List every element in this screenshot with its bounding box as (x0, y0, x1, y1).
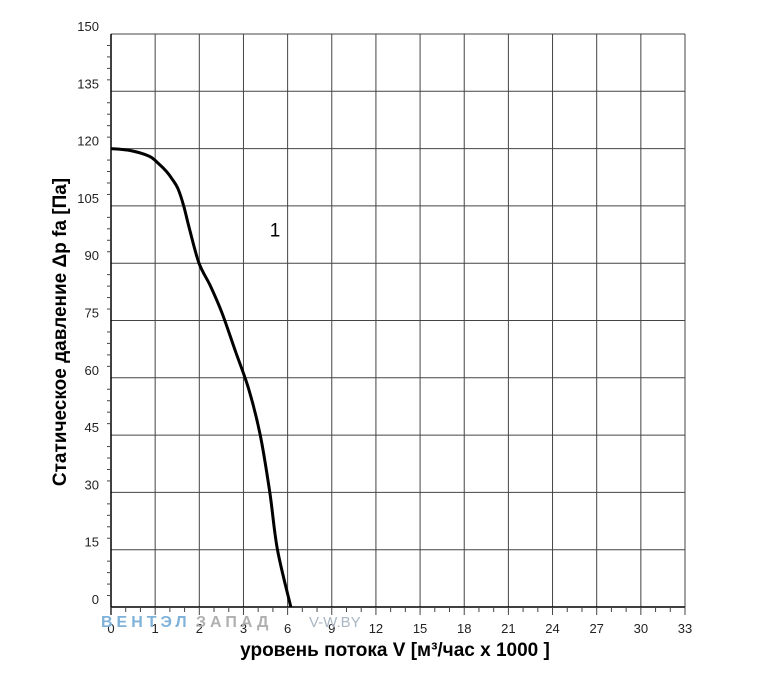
x-tick-label: 24 (545, 621, 559, 636)
x-tick-label: 30 (634, 621, 648, 636)
watermark-part1: ВЕНТЭЛ (101, 614, 191, 631)
x-axis-title: уровень потока V [м³/час x 1000 ] (240, 640, 550, 661)
x-tick-label: 18 (457, 621, 471, 636)
watermark-url: V-W.BY (309, 614, 361, 631)
watermark-part2: ЗАПАД (196, 614, 272, 631)
y-tick-label: 30 (85, 477, 99, 492)
y-tick-label: 60 (85, 363, 99, 378)
y-tick-label: 45 (85, 420, 99, 435)
x-tick-label: 9 (328, 621, 335, 636)
curve-label: 1 (270, 220, 281, 241)
x-tick-label: 15 (413, 621, 427, 636)
x-tick-label: 33 (678, 621, 692, 636)
x-tick-label: 12 (369, 621, 383, 636)
y-tick-label: 150 (77, 19, 99, 34)
y-tick-label: 75 (85, 306, 99, 321)
x-tick-label: 21 (501, 621, 515, 636)
series-curve-1 (110, 147, 293, 608)
y-axis-title: Статическое давление Δp fa [Па] (50, 178, 71, 486)
chart-ticks (107, 44, 686, 615)
x-tick-label: 1 (152, 621, 159, 636)
x-tick-label: 2 (196, 621, 203, 636)
x-tick-label: 3 (240, 621, 247, 636)
chart-grid (110, 33, 686, 615)
y-tick-label: 15 (85, 535, 99, 550)
y-tick-label: 90 (85, 248, 99, 263)
x-tick-label: 6 (284, 621, 291, 636)
y-tick-label: 0 (92, 592, 99, 607)
chart-series (110, 147, 293, 608)
x-tick-label: 0 (107, 621, 114, 636)
y-tick-label: 105 (77, 191, 99, 206)
y-tick-label: 120 (77, 134, 99, 149)
x-tick-label: 27 (589, 621, 603, 636)
watermark: ВЕНТЭЛ ЗАПАД V-W.BY (101, 614, 361, 631)
y-tick-label: 135 (77, 76, 99, 91)
chart-annotations: 1 (270, 220, 281, 241)
